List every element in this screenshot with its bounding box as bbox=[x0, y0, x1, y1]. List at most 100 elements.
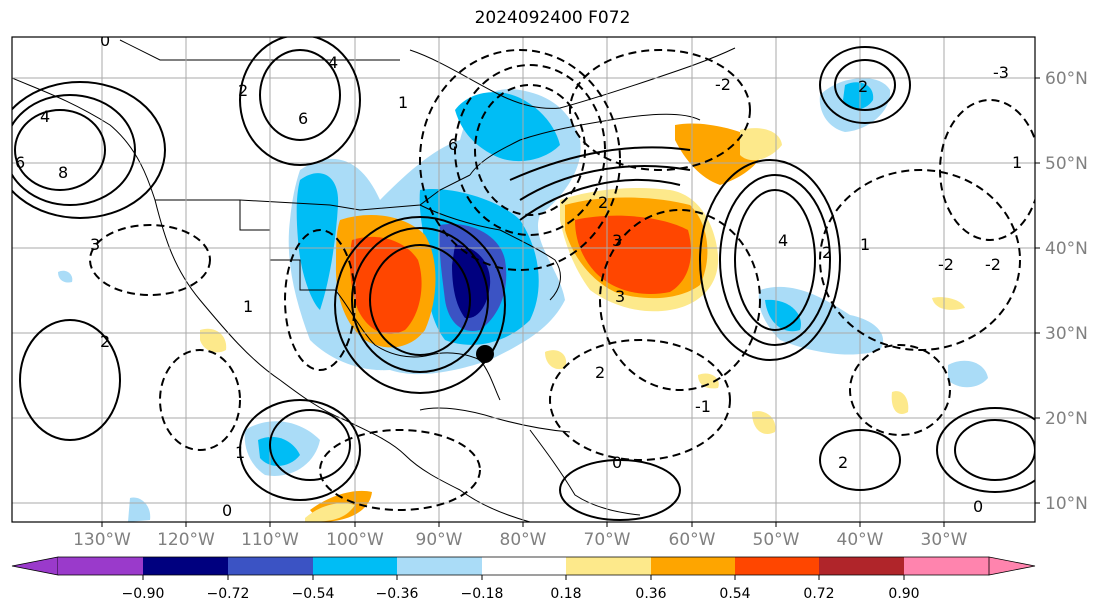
anomaly-neg-pacific-south bbox=[128, 497, 151, 522]
lon-tick-label: 60°W bbox=[669, 530, 716, 550]
contour-label: 0 bbox=[612, 453, 622, 472]
colorbar-segment bbox=[313, 557, 397, 575]
colorbar-tick-label: −0.54 bbox=[292, 586, 335, 602]
anomaly-neg-west bbox=[296, 173, 339, 310]
anomaly-pos-pacific bbox=[200, 328, 227, 353]
contour-label: 2 bbox=[858, 77, 868, 96]
contour-label: -1 bbox=[695, 397, 711, 416]
contour-label: 1 bbox=[243, 297, 253, 316]
contour-label: 1 bbox=[1012, 153, 1022, 172]
anomaly-pos-northeast-light bbox=[740, 128, 782, 161]
coastlines-layer bbox=[12, 39, 736, 522]
colorbar-segment bbox=[228, 557, 313, 575]
contour-label: -2 bbox=[985, 255, 1001, 274]
colorbar-tick-label: 0.54 bbox=[719, 586, 750, 602]
contour-label: 3 bbox=[615, 287, 625, 306]
anomaly-neg-north bbox=[455, 92, 560, 162]
lon-tick-label: 40°W bbox=[837, 530, 884, 550]
contour-label: -3 bbox=[993, 63, 1009, 82]
lon-tick-label: 120°W bbox=[157, 530, 215, 550]
contour-label: 6 bbox=[298, 109, 308, 128]
lon-tick-label: 80°W bbox=[500, 530, 547, 550]
contour-label: 3 bbox=[612, 231, 622, 250]
contour-label: -2 bbox=[715, 75, 731, 94]
colorbar: −0.90 −0.72 −0.54 −0.36 −0.18 0.18 0.36 … bbox=[11, 556, 1036, 602]
colorbar-extend-low bbox=[11, 556, 59, 576]
contour-label: 4 bbox=[778, 231, 788, 250]
shaded-anomaly-layer bbox=[58, 78, 988, 522]
colorbar-tick-label: 0.36 bbox=[635, 586, 666, 602]
lat-tick-label: 30°N bbox=[1045, 324, 1088, 344]
contour-label: 2 bbox=[595, 363, 605, 382]
anomaly-pos-caribbean-light bbox=[305, 503, 355, 522]
colorbar-segment bbox=[819, 557, 904, 575]
colorbar-tick-label: 0.72 bbox=[803, 586, 834, 602]
colorbar-segment bbox=[58, 557, 143, 575]
contour-label: -2 bbox=[938, 255, 954, 274]
contour-label: 1 bbox=[398, 93, 408, 112]
contour-label: 0 bbox=[100, 31, 110, 50]
anomaly-neg-north-atlantic-core bbox=[843, 82, 874, 109]
latitude-axis: 60°N 50°N 40°N 30°N 20°N 10°N bbox=[1035, 69, 1088, 514]
anomaly-pos-tropics-2 bbox=[752, 411, 776, 434]
contour-label: 0 bbox=[973, 497, 983, 516]
contour-label: 2 bbox=[598, 193, 608, 212]
gridlines bbox=[12, 37, 1035, 522]
anomaly-neg-extreme bbox=[452, 245, 491, 319]
contour-label: 1 bbox=[235, 443, 245, 462]
solid-contours bbox=[12, 37, 1035, 521]
colorbar-segment bbox=[904, 557, 989, 575]
anomaly-pos-tropics-3 bbox=[891, 391, 909, 414]
lat-tick-label: 40°N bbox=[1045, 239, 1088, 259]
colorbar-segment bbox=[397, 557, 482, 575]
contour-labels: 0 4 6 8 2 4 6 3 2 1 0 -2 -2 2 1 6 2 4 2 … bbox=[15, 31, 1022, 520]
contour-label: 1 bbox=[860, 235, 870, 254]
contour-label: 8 bbox=[58, 163, 68, 182]
anomaly-pos-tropics-1 bbox=[698, 373, 719, 389]
contour-label: 2 bbox=[838, 453, 848, 472]
contour-label: 6 bbox=[448, 135, 458, 154]
contour-label: 2 bbox=[238, 81, 248, 100]
lon-tick-label: 90°W bbox=[416, 530, 463, 550]
lon-tick-label: 70°W bbox=[584, 530, 631, 550]
colorbar-tick-label: −0.72 bbox=[207, 586, 250, 602]
colorbar-segment bbox=[566, 557, 651, 575]
colorbar-tick-label: 0.18 bbox=[550, 586, 581, 602]
colorbar-tick-label: −0.18 bbox=[461, 586, 504, 602]
colorbar-segment bbox=[143, 557, 228, 575]
anomaly-pos-south bbox=[545, 350, 567, 370]
colorbar-tick-label: 0.90 bbox=[888, 586, 919, 602]
contour-label: 4 bbox=[328, 53, 338, 72]
lon-tick-label: 130°W bbox=[73, 530, 131, 550]
colorbar-segment bbox=[651, 557, 735, 575]
contour-label: 0 bbox=[222, 501, 232, 520]
storm-position-marker bbox=[476, 345, 494, 363]
colorbar-tick-label: −0.36 bbox=[376, 586, 419, 602]
lon-tick-label: 50°W bbox=[753, 530, 800, 550]
dashed-contours bbox=[89, 49, 1035, 511]
lat-tick-label: 10°N bbox=[1045, 494, 1088, 514]
lat-tick-label: 50°N bbox=[1045, 154, 1088, 174]
anomaly-neg-east bbox=[758, 286, 884, 355]
anomaly-neg-pacific-small bbox=[58, 270, 73, 283]
anomaly-pos-gulf-core bbox=[350, 236, 422, 334]
contour-label: 2 bbox=[822, 243, 832, 262]
lon-tick-label: 110°W bbox=[241, 530, 299, 550]
lat-tick-label: 20°N bbox=[1045, 409, 1088, 429]
colorbar-segment bbox=[482, 557, 566, 575]
longitude-axis: 130°W 120°W 110°W 100°W 90°W 80°W 70°W 6… bbox=[73, 522, 968, 550]
colorbar-tick-label: −0.90 bbox=[122, 586, 165, 602]
lat-tick-label: 60°N bbox=[1045, 69, 1088, 89]
lon-tick-label: 100°W bbox=[326, 530, 384, 550]
lon-tick-label: 30°W bbox=[921, 530, 968, 550]
contour-label: 4 bbox=[40, 107, 50, 126]
colorbar-segment bbox=[735, 557, 819, 575]
contour-label: 3 bbox=[90, 235, 100, 254]
anomaly-neg-far-east bbox=[948, 360, 988, 388]
contour-label: 6 bbox=[15, 153, 25, 172]
anomaly-pos-tropics-4 bbox=[932, 297, 965, 310]
colorbar-extend-high bbox=[988, 556, 1036, 576]
anomaly-neg-mexico-core bbox=[258, 436, 300, 466]
contour-label: 2 bbox=[100, 332, 110, 351]
